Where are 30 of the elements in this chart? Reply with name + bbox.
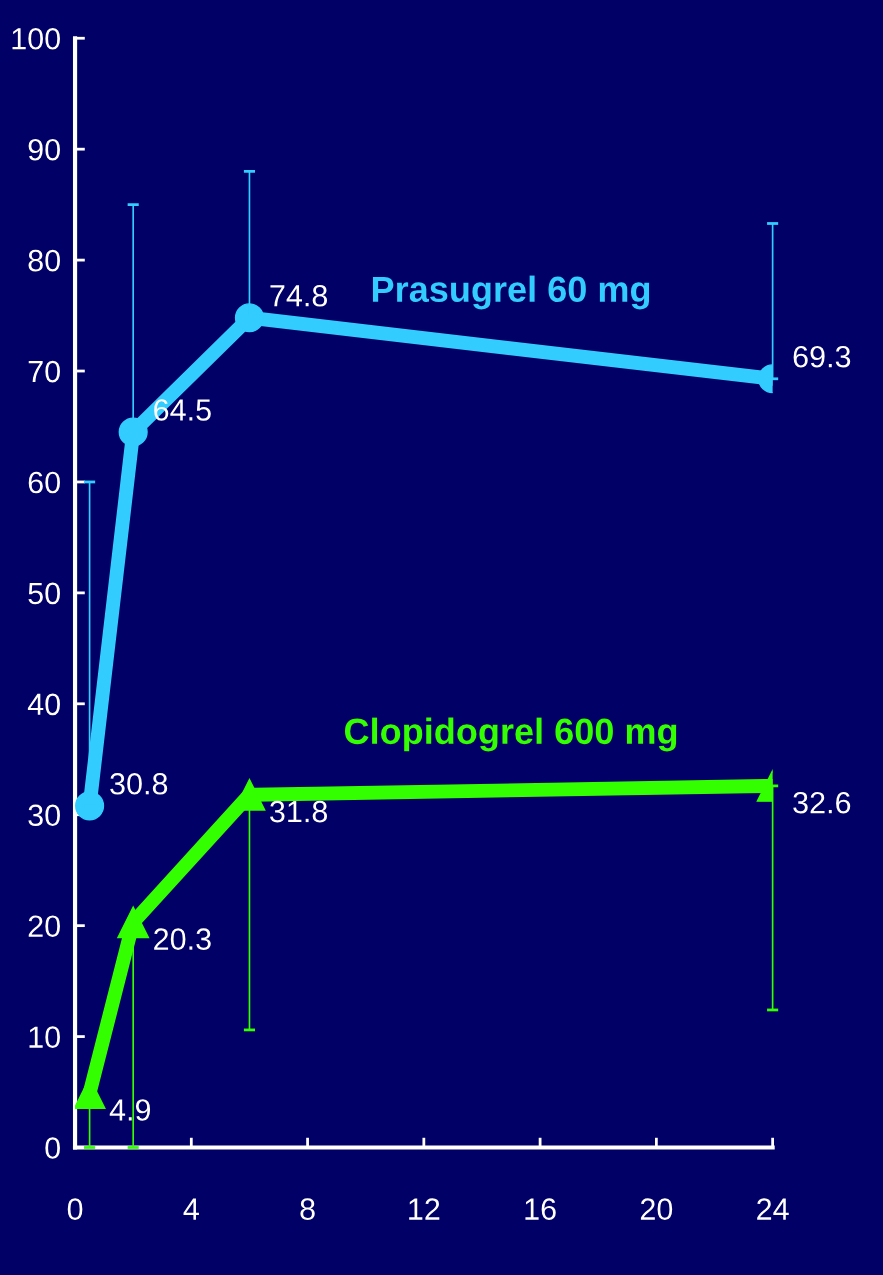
point: [118, 417, 148, 447]
x-tick-label: 16: [525, 1198, 556, 1220]
x-tick-label: 20: [640, 1198, 673, 1220]
y-tick-label: 0: [45, 1137, 60, 1159]
point: [75, 791, 105, 821]
x-tick-label: 0: [67, 1198, 83, 1220]
x-tick-label: 8: [300, 1198, 315, 1220]
series-label: Prasugrel 60 mg: [372, 275, 650, 310]
y-tick-label: 30: [28, 804, 60, 827]
y-tick-label: 100: [12, 27, 60, 50]
y-tick-label: 50: [28, 582, 60, 605]
x-tick-label: 24: [757, 1198, 789, 1220]
data-label: 20.3: [154, 928, 211, 950]
y-tick-label: 40: [27, 693, 60, 716]
series-label: Clopidogrel 600 mg: [344, 717, 677, 752]
point: [234, 303, 265, 333]
x-tick-label: 4: [183, 1198, 199, 1220]
data-label: 74.8: [270, 284, 328, 307]
data-label: 30.8: [110, 772, 168, 795]
y-tick-label: 90: [28, 138, 60, 161]
data-label: 32.6: [793, 791, 851, 814]
y-tick-label: 60: [28, 471, 60, 494]
y-tick-label: 70: [28, 360, 60, 383]
point: [117, 906, 150, 939]
y-tick-label: 10: [29, 1026, 60, 1048]
x-tick-label: 12: [409, 1198, 440, 1220]
data-label: 69.3: [793, 345, 851, 368]
y-tick-label: 20: [28, 915, 60, 938]
data-label: 31.8: [270, 800, 328, 823]
y-tick-label: 80: [28, 249, 60, 272]
